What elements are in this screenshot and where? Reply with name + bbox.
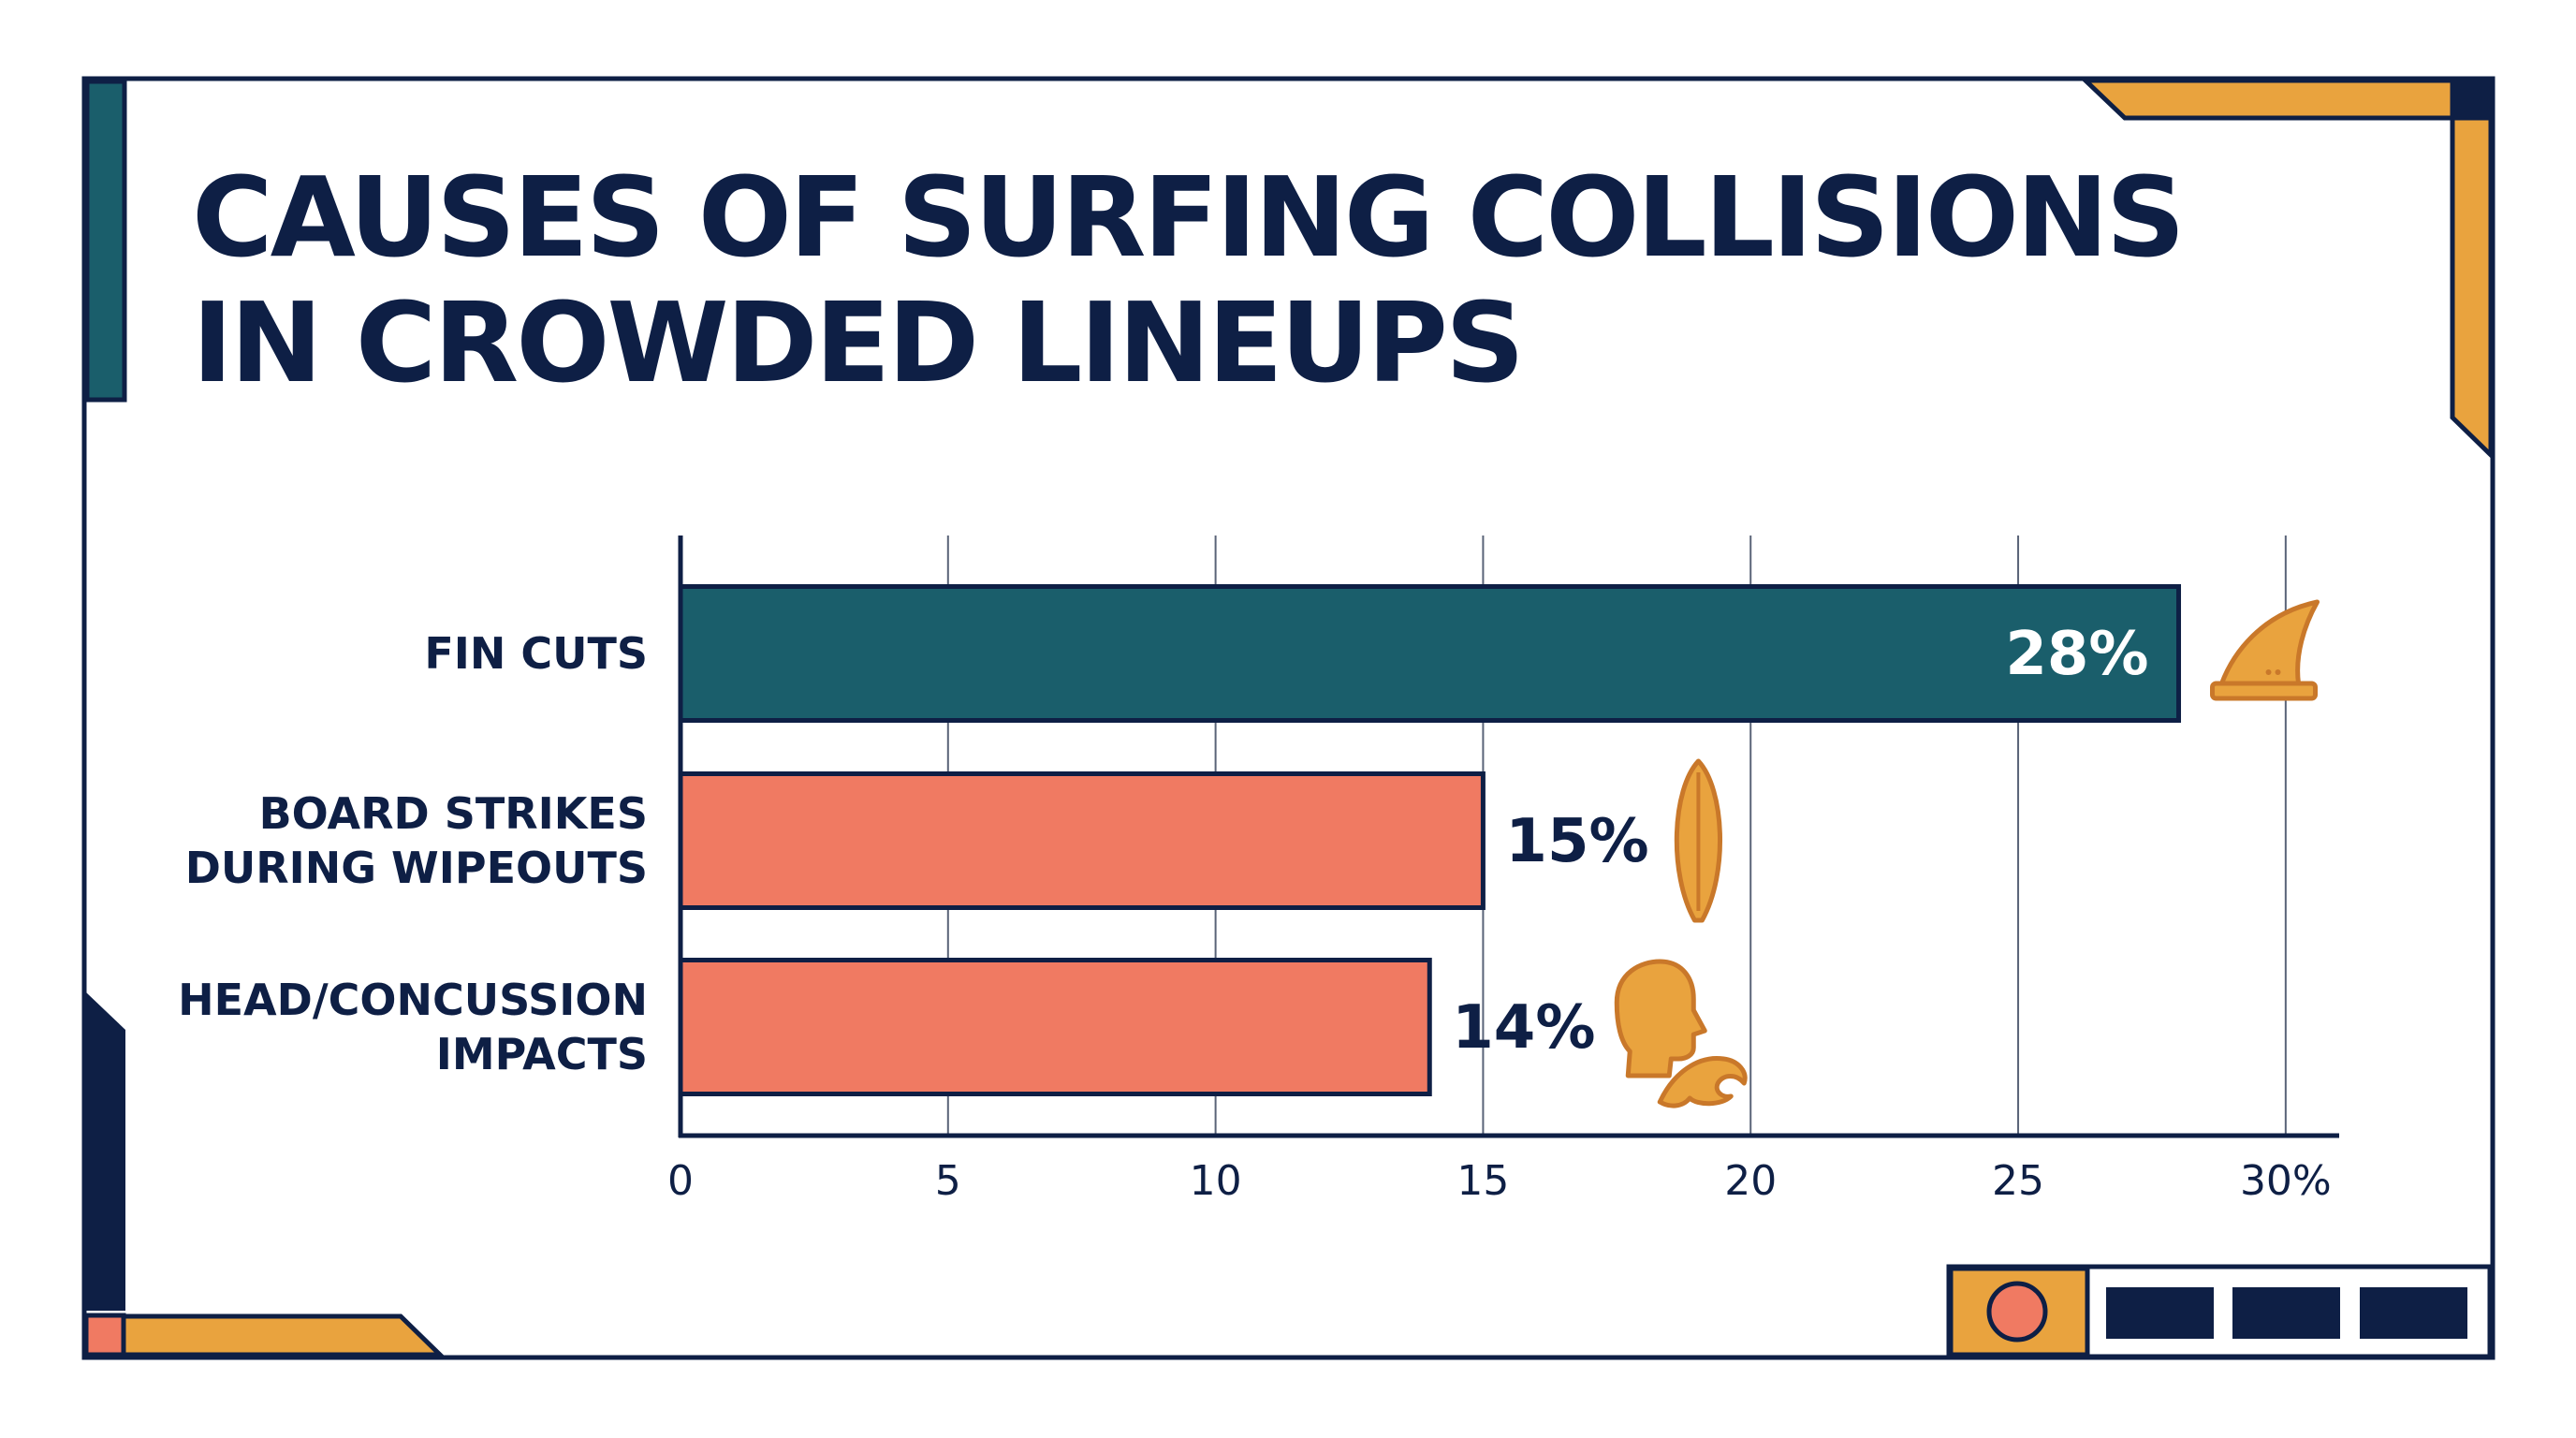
- indicator-tile-2[interactable]: [2106, 1287, 2214, 1339]
- category-label-line: FIN CUTS: [424, 628, 648, 679]
- category-label-line: DURING WIPEOUTS: [185, 843, 648, 893]
- category-label-line: BOARD STRIKES: [259, 788, 648, 839]
- x-tick-label: 25: [1992, 1157, 2044, 1205]
- bar: [678, 771, 1486, 910]
- x-tick-label: 20: [1724, 1157, 1777, 1205]
- value-label: 28%: [2005, 620, 2148, 689]
- value-label: 15%: [1505, 807, 1648, 876]
- category-label: BOARD STRIKES DURING WIPEOUTS: [185, 788, 648, 893]
- category-label: FIN CUTS: [424, 628, 648, 679]
- slide-indicators: [1946, 1264, 2493, 1359]
- bottom-left-corner-block: [83, 1313, 126, 1357]
- category-label-line: HEAD/CONCUSSION: [178, 975, 648, 1025]
- surfboard-icon: [1674, 758, 1722, 923]
- x-tick-label: 15: [1456, 1157, 1509, 1205]
- x-tick-labels: 0 5 10 15 20 25 30%: [667, 1157, 2332, 1205]
- bottom-left-corner-accent: [121, 1313, 446, 1357]
- head-wave-icon: [1614, 959, 1748, 1108]
- indicator-active-dot[interactable]: [1986, 1281, 2048, 1343]
- top-right-corner-accent: [2079, 78, 2455, 121]
- chart-title: CAUSES OF SURFING COLLISIONS IN CROWDED …: [192, 154, 2251, 405]
- x-tick-label: 10: [1190, 1157, 1242, 1205]
- title-line-1: CAUSES OF SURFING COLLISIONS: [192, 153, 2186, 282]
- value-labels: 28% 15% 14%: [1452, 620, 2148, 1063]
- x-tick-label: 5: [935, 1157, 961, 1205]
- indicator-tile-4[interactable]: [2360, 1287, 2467, 1339]
- axes: [678, 536, 2339, 1138]
- bars: [678, 584, 2182, 1096]
- fin-icon: [2210, 599, 2320, 701]
- bar: [678, 584, 2182, 723]
- indicator-tile-3[interactable]: [2232, 1287, 2340, 1339]
- category-label: HEAD/CONCUSSION IMPACTS: [178, 975, 648, 1079]
- right-accent-bar: [2450, 115, 2494, 461]
- category-labels: FIN CUTS BOARD STRIKES DURING WIPEOUTS HEAD…: [178, 628, 648, 1079]
- bottom-left-accent-bar: [86, 992, 125, 1311]
- x-tick-label: 30%: [2240, 1157, 2332, 1205]
- category-label-line: IMPACTS: [436, 1029, 648, 1079]
- x-tick-label: 0: [667, 1157, 694, 1205]
- left-accent-bar: [84, 79, 127, 403]
- title-line-2: IN CROWDED LINEUPS: [192, 278, 1525, 407]
- value-label: 14%: [1452, 993, 1595, 1063]
- bar: [678, 958, 1432, 1096]
- bar-icons: [1614, 599, 2320, 1108]
- top-right-corner-block: [2452, 81, 2491, 118]
